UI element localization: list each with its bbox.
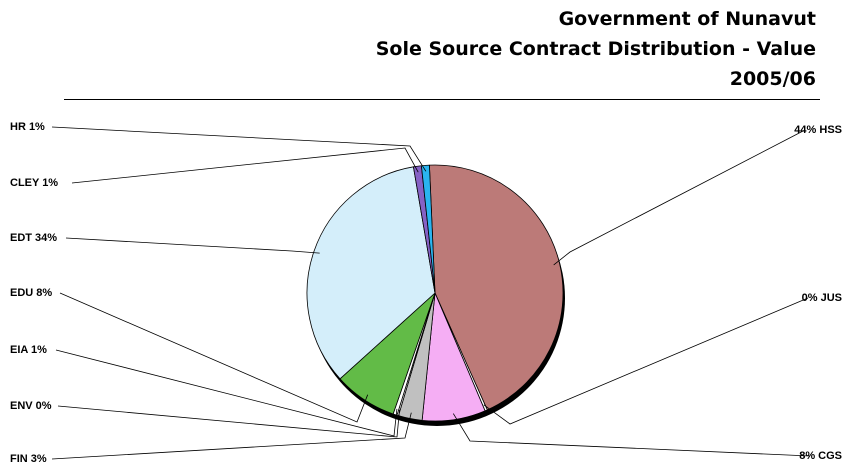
leader-line-edt [65,237,320,254]
title-divider [64,99,820,100]
leader-line-hr [51,126,427,172]
leader-line-env [57,405,400,438]
chart-title: Government of Nunavut Sole Source Contra… [376,4,816,94]
slice-label-env: ENV 0% [10,400,52,412]
slice-hss [429,164,564,411]
slice-edt [306,166,436,380]
leader-line-fin [51,412,412,460]
slice-label-hr: HR 1% [10,121,45,133]
slice-label-hss: 44% HSS [794,124,842,136]
slice-label-cley: CLEY 1% [10,177,58,189]
title-line-2: Sole Source Contract Distribution - Valu… [375,38,816,60]
slice-label-eia: EIA 1% [10,344,47,356]
slice-label-cgs: 8% CGS [799,450,842,462]
slice-label-edu: EDU 8% [10,287,52,299]
leader-line-jus [483,297,809,425]
slice-hr [421,164,436,294]
slice-label-fin: FIN 3% [10,453,47,465]
leader-line-cley [71,147,419,184]
slice-label-edt: EDT 34% [10,232,57,244]
leader-line-cgs [452,413,811,457]
title-line-3: 2005/06 [729,68,816,90]
title-line-1: Government of Nunavut [558,8,816,30]
slice-label-jus: 0% JUS [802,292,842,304]
leader-line-edu [59,292,369,423]
leader-line-eia [55,349,398,437]
leader-line-hss [553,129,806,266]
